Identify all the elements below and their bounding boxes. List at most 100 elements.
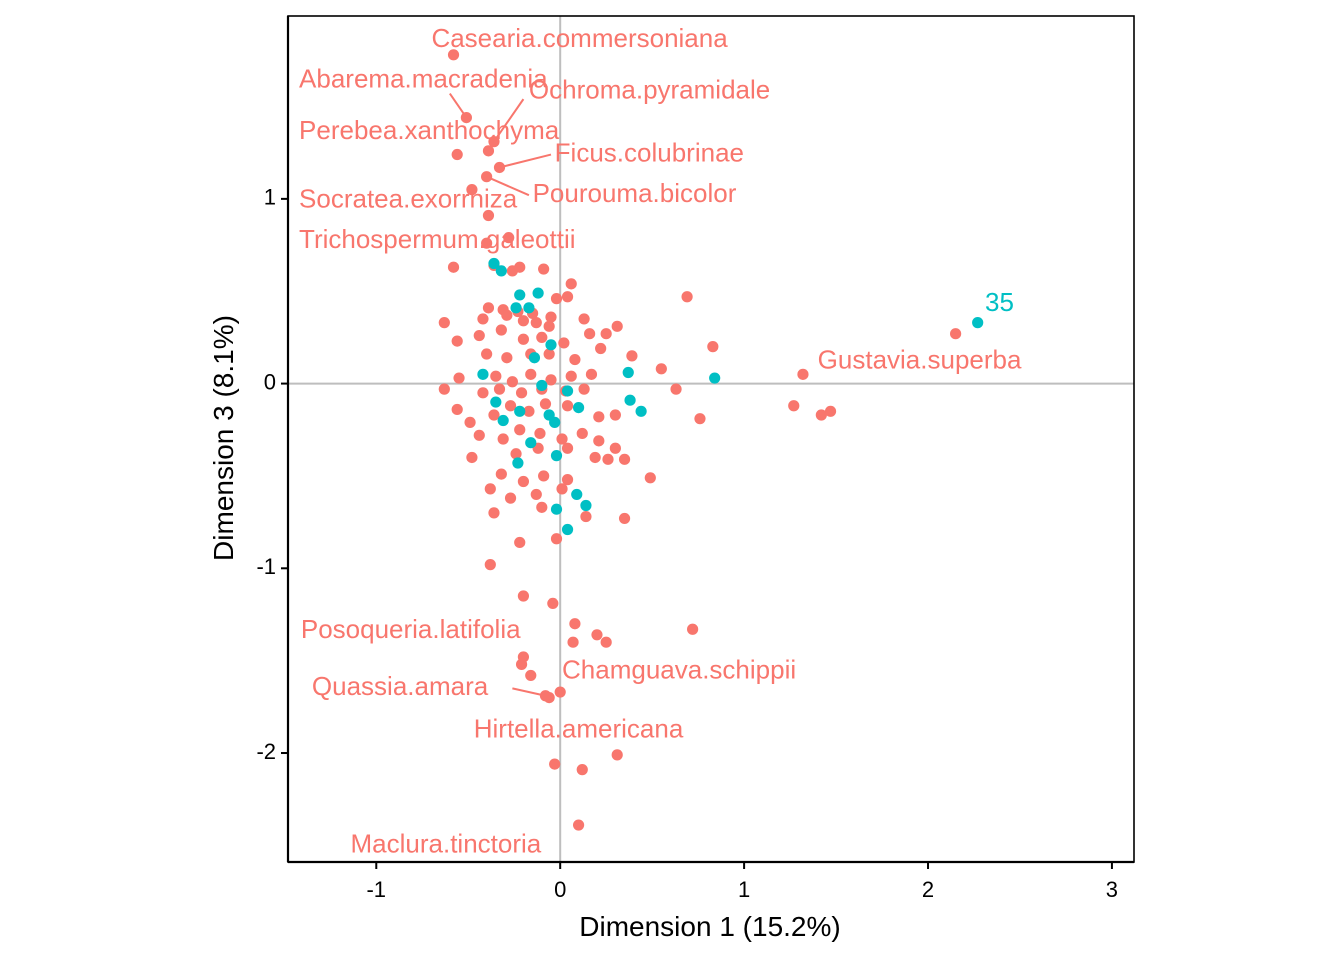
- species-point-65: [670, 383, 682, 395]
- label-leader-5: [486, 175, 530, 197]
- y-tick-label-3: 1: [264, 185, 276, 210]
- species-point-36: [517, 333, 530, 345]
- species-point-84: [576, 427, 588, 440]
- species-point-11: [447, 261, 460, 273]
- species-point-115: [687, 623, 699, 635]
- site-point-2: [514, 289, 526, 301]
- plot-frame: [286, 15, 1135, 864]
- species-point-72: [561, 400, 574, 412]
- species-point-82: [534, 427, 546, 440]
- label-leader-lines: [449, 93, 552, 697]
- site-point-3: [532, 287, 544, 299]
- species-point-59: [477, 387, 489, 399]
- species-point-15: [538, 263, 550, 275]
- species-point-42: [481, 348, 493, 360]
- species-point-40: [600, 328, 612, 340]
- species-point-20: [482, 302, 495, 314]
- species-point-103: [488, 507, 500, 519]
- species-point-118: [515, 658, 528, 670]
- species-point-123: [611, 749, 623, 761]
- species-point-122: [543, 692, 555, 704]
- site-point-11: [536, 379, 548, 392]
- point-label-6: Socratea.exorrhiza: [299, 184, 518, 214]
- site-point-0: [488, 257, 500, 270]
- species-point-49: [453, 372, 465, 384]
- species-point-57: [797, 368, 809, 380]
- species-point-10: [481, 237, 493, 249]
- point-label-14: Maclura.tinctoria: [351, 828, 542, 858]
- species-point-50: [490, 370, 502, 382]
- species-point-52: [525, 368, 537, 380]
- site-point-15: [624, 394, 636, 406]
- site-point-24: [571, 488, 583, 501]
- species-point-39: [584, 328, 596, 340]
- species-point-64: [578, 383, 590, 395]
- species-point-99: [484, 483, 496, 495]
- site-point-23: [550, 450, 563, 462]
- species-point-38: [558, 337, 570, 349]
- site-point-4: [523, 302, 535, 314]
- site-point-25: [580, 499, 592, 512]
- label-leader-2: [493, 98, 525, 143]
- point-label-11: Chamguava.schippii: [562, 655, 796, 685]
- species-point-95: [517, 475, 530, 488]
- x-tick-label-2: 1: [738, 877, 750, 902]
- x-axis: -1 0 1 2 3: [366, 862, 1118, 902]
- species-point-29: [530, 317, 542, 329]
- species-point-111: [547, 597, 559, 609]
- site-point-28: [972, 317, 984, 329]
- species-point-93: [618, 453, 631, 465]
- site-point-8: [622, 366, 634, 379]
- species-point-27: [501, 309, 513, 321]
- species-point-16: [565, 278, 577, 290]
- species-point-87: [466, 451, 478, 464]
- species-point-96: [538, 470, 550, 482]
- site-point-16: [635, 405, 647, 417]
- species-point-91: [589, 451, 601, 464]
- species-point-90: [561, 442, 574, 454]
- species-point-61: [515, 387, 528, 399]
- species-point-124: [549, 758, 561, 770]
- site-point-26: [550, 503, 563, 515]
- species-point-14: [514, 261, 526, 273]
- species-point-58: [438, 383, 450, 395]
- x-tick-label-1: 0: [554, 877, 566, 902]
- species-point-45: [543, 348, 555, 360]
- point-label-1: Abarema.macradenia: [299, 64, 548, 94]
- site-point-12: [561, 385, 574, 397]
- y-tick-label-2: 0: [264, 369, 276, 394]
- point-labels: Casearia.commersoniana Abarema.macradenia…: [299, 23, 1022, 858]
- species-point-41: [707, 341, 719, 353]
- species-point-116: [567, 636, 579, 648]
- species-point-28: [517, 315, 530, 327]
- species-point-32: [611, 320, 623, 332]
- site-point-14: [514, 405, 526, 417]
- site-point-21: [525, 437, 537, 449]
- y-tick-label-1: -1: [256, 554, 276, 579]
- point-label-7: Trichospermum.galeottii: [299, 224, 575, 254]
- point-label-8: 35: [985, 287, 1014, 317]
- species-point-25: [438, 317, 450, 329]
- species-point-106: [618, 512, 631, 525]
- species-point-17: [550, 293, 563, 305]
- species-point-113: [591, 629, 603, 641]
- species-point-69: [504, 400, 517, 412]
- species-point-76: [788, 400, 800, 412]
- site-point-13: [490, 396, 502, 408]
- species-point-54: [565, 370, 577, 382]
- species-point-81: [514, 424, 526, 436]
- x-tick-label-3: 2: [922, 877, 934, 902]
- species-point-108: [550, 533, 563, 545]
- site-point-19: [572, 401, 585, 414]
- label-leader-4: [499, 153, 552, 169]
- site-point-22: [512, 457, 524, 469]
- species-point-3: [451, 148, 463, 161]
- site-point-9: [709, 372, 721, 384]
- species-point-51: [506, 376, 518, 388]
- species-point-31: [578, 313, 590, 325]
- species-point-43: [501, 352, 513, 364]
- species-point-67: [464, 416, 476, 428]
- species-point-56: [655, 363, 667, 375]
- species-point-80: [497, 433, 509, 445]
- species-point-34: [473, 329, 485, 342]
